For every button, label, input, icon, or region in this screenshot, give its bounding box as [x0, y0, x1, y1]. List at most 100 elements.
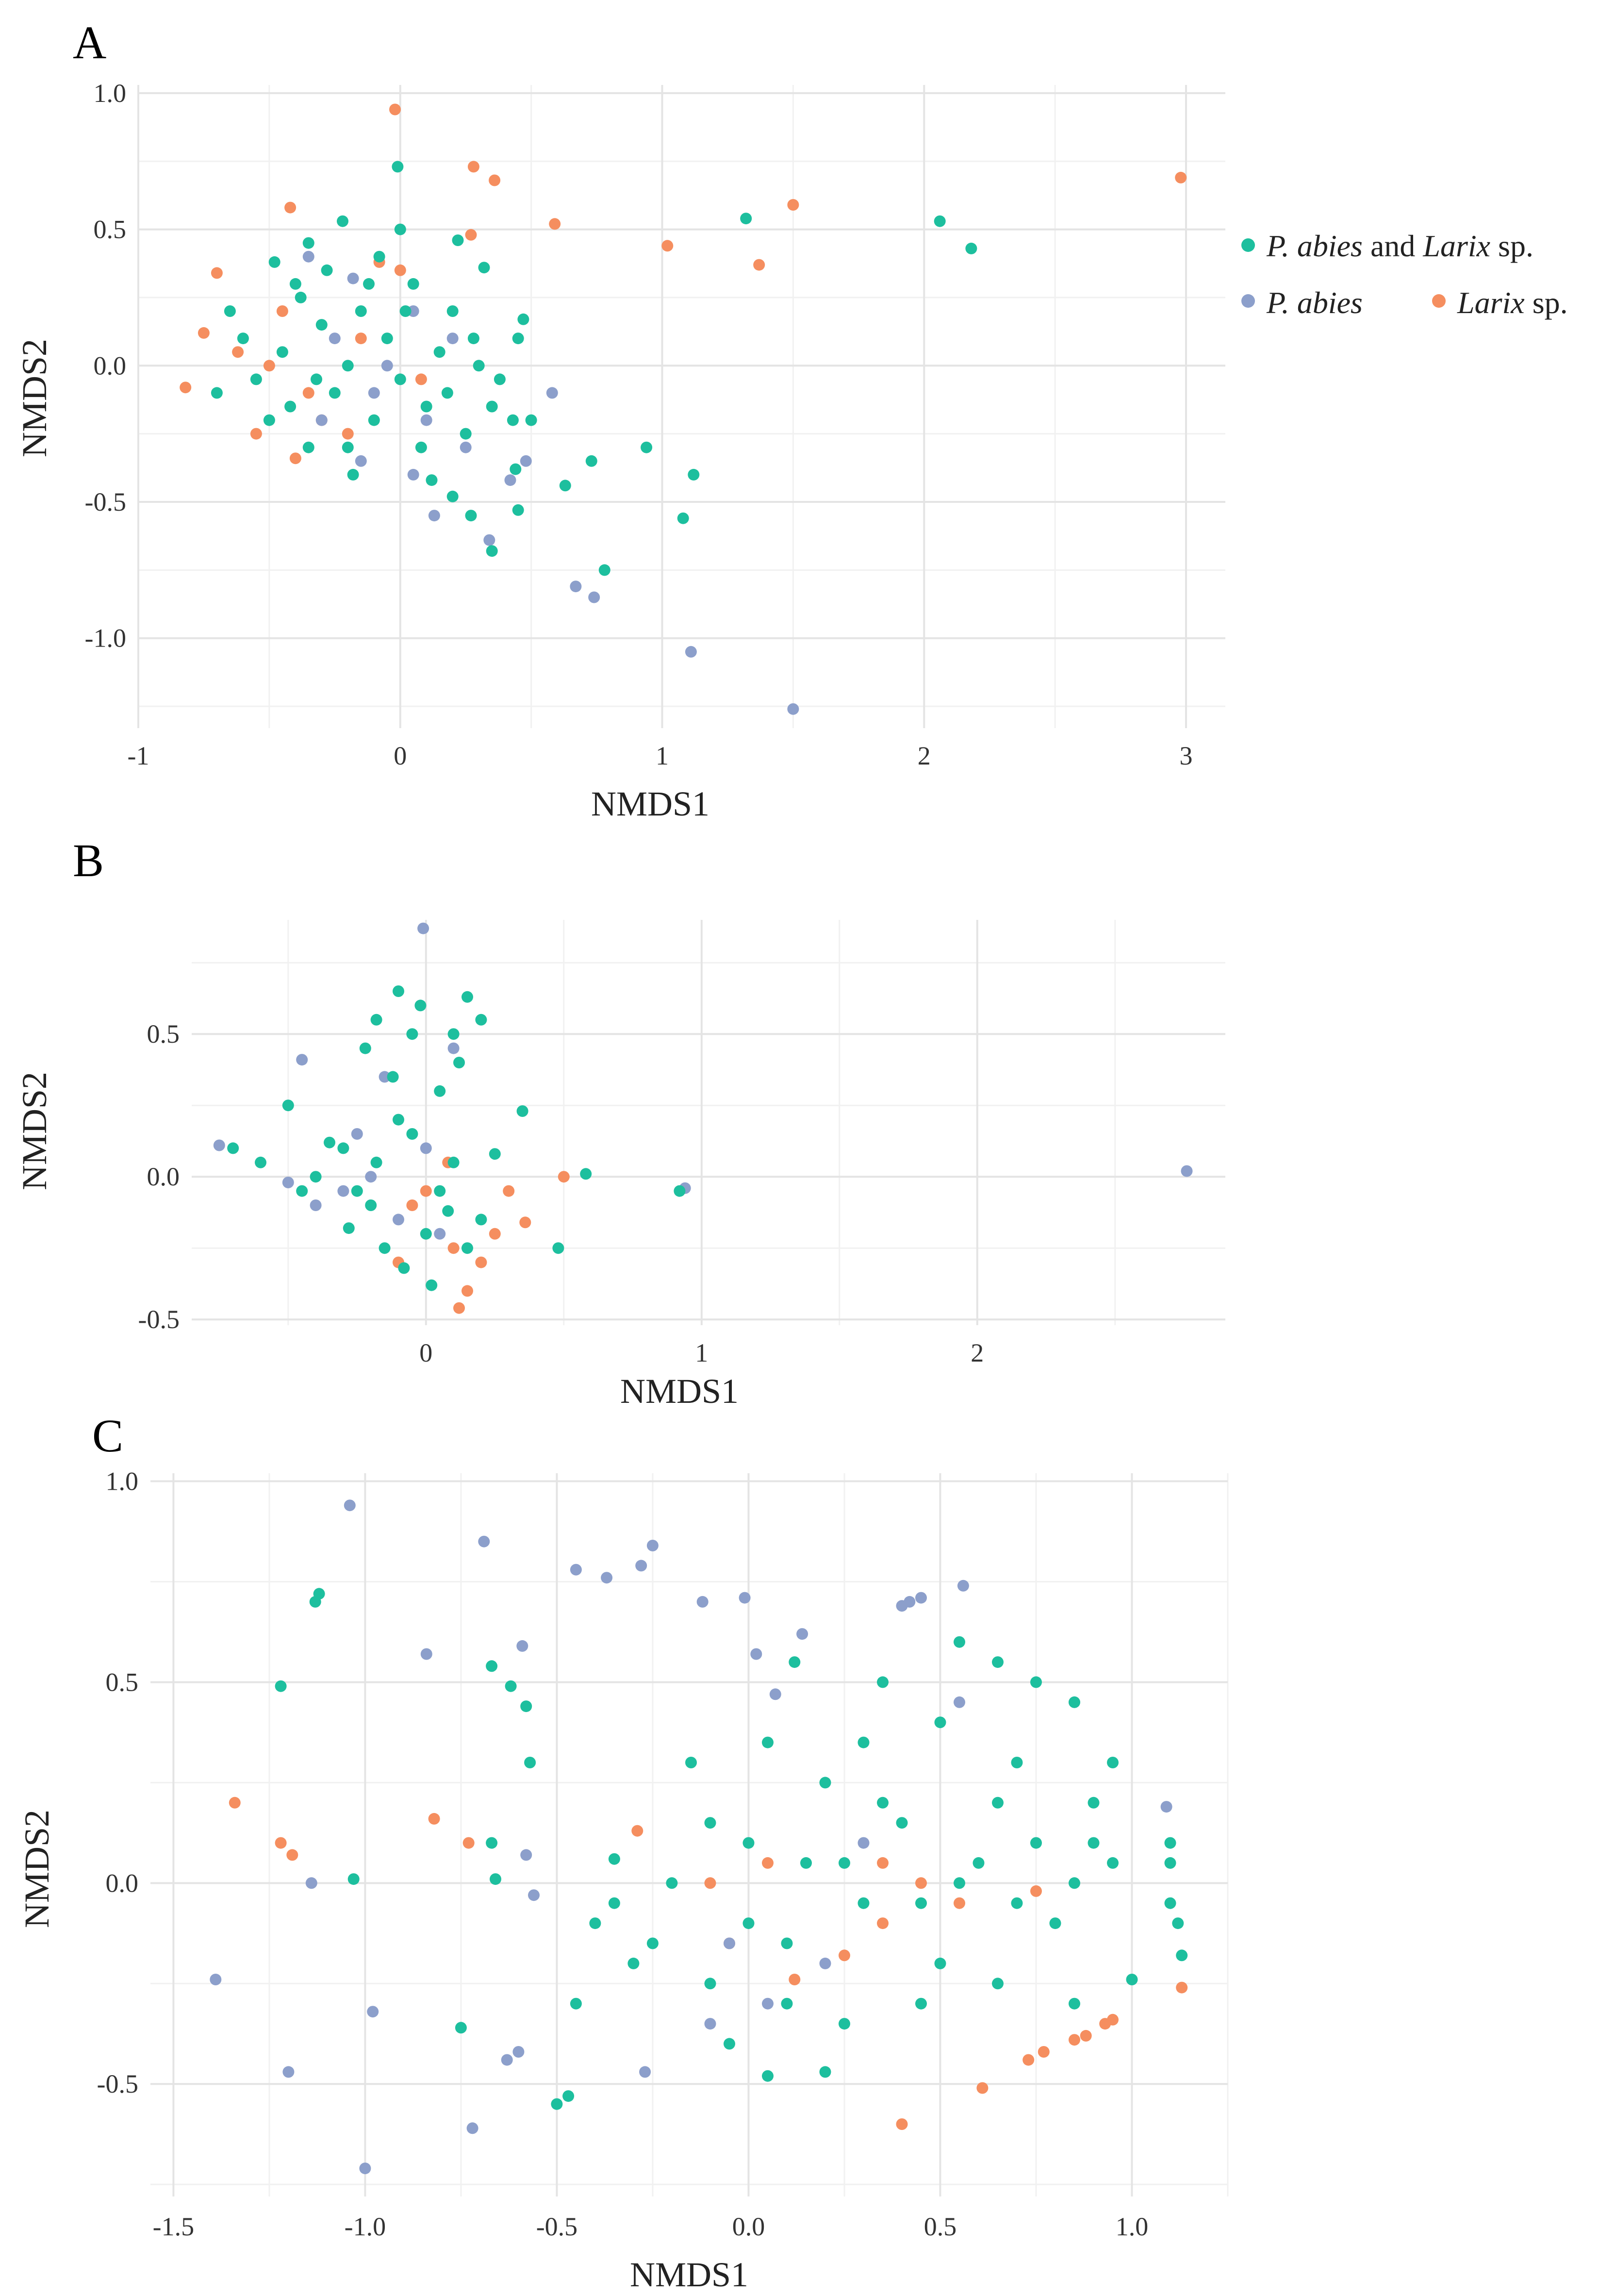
legend-both-italic-2: Larix [1422, 229, 1490, 263]
panel-b-point-larix [475, 1256, 487, 1268]
panel-b-point-both [310, 1171, 322, 1183]
panel-c-point-both [819, 2066, 831, 2078]
panel-b-point-pabies [365, 1171, 377, 1183]
panel-c-point-larix [462, 1837, 475, 1849]
panel-c-point-both [608, 1897, 620, 1909]
panel-a-point-larix [276, 305, 288, 317]
panel-a-point-both [478, 262, 490, 274]
panel-c-point-both [915, 1897, 927, 1909]
panel-c-point-both [857, 1736, 870, 1748]
panel-c-point-both [1176, 1949, 1188, 1962]
panel-c-point-both [455, 2022, 467, 2034]
panel-a-point-pabies [428, 510, 440, 522]
panel-b-point-pabies [447, 1042, 460, 1054]
panel-c-point-pabies [915, 1592, 927, 1604]
panel-c-point-both [589, 1917, 601, 1930]
panel-b-xtick-label: 1 [695, 1338, 708, 1367]
panel-a-ytick-label: -0.5 [85, 487, 126, 516]
panel-a-letter: A [73, 17, 106, 68]
panel-c-point-larix [1176, 1981, 1188, 1994]
panel-b-letter: B [73, 834, 104, 886]
panel-b-point-both [580, 1168, 592, 1180]
panel-c-point-larix [229, 1797, 241, 1809]
panel-a-point-both [211, 387, 223, 399]
panel-c-point-both [781, 1937, 793, 1949]
panel-a-point-larix [302, 387, 314, 399]
panel-c-point-pabies [601, 1572, 613, 1584]
panel-c-point-larix [1022, 2054, 1035, 2066]
panel-a-point-larix [415, 373, 427, 385]
legend-larix-italic: Larix [1457, 285, 1525, 320]
panel-c-point-both [789, 1656, 801, 1668]
panel-c-point-both [562, 2090, 575, 2102]
panel-c-point-pabies [466, 2122, 478, 2134]
panel-b-point-pabies [213, 1139, 225, 1151]
panel-b-point-both [552, 1242, 564, 1254]
panel-c-ytick-label: 0.5 [106, 1667, 139, 1697]
panel-a-point-both [311, 373, 322, 385]
panel-a-point-larix [465, 229, 477, 241]
panel-c-point-larix [275, 1837, 287, 1849]
panel-a-point-larix [342, 428, 354, 440]
panel-c-point-both [1172, 1917, 1184, 1930]
panel-b-point-pabies [296, 1054, 308, 1066]
panel-b-point-both [475, 1014, 487, 1026]
panel-c-plot: -1.5 -1.0 -0.5 0.0 0.5 1.0 -0.5 0.0 0.5 1.0 [97, 1467, 1229, 2241]
panel-a-point-pabies [329, 333, 341, 345]
panel-c-point-both [1107, 1857, 1119, 1869]
panel-a-point-both [525, 414, 537, 426]
panel-a-point-larix [232, 346, 244, 358]
panel-c-point-both [877, 1676, 889, 1688]
panel-c-point-pabies [210, 1974, 222, 1985]
panel-a-point-both [381, 333, 393, 345]
panel-b-point-both [370, 1014, 382, 1026]
legend-larix-end: sp. [1525, 285, 1568, 320]
panel-a-point-larix [284, 201, 297, 214]
panel-b-ylabel: NMDS2 [15, 1072, 54, 1190]
panel-a-point-larix [787, 199, 799, 211]
panel-c-ytick-label: 0.0 [106, 1868, 139, 1897]
panel-c-point-pabies [796, 1628, 808, 1640]
panel-a-point-pabies [420, 414, 432, 426]
panel-b-point-both [447, 1156, 460, 1168]
panel-a-point-both [415, 441, 427, 453]
panel-c-point-both [1049, 1917, 1061, 1930]
panel-c-ylabel: NMDS2 [17, 1810, 56, 1928]
panel-a: A -1 0 1 2 3 -1.0 -0.5 0.0 0.5 1.0 NMDS1 NMDS2 [15, 17, 1225, 823]
panel-a-point-pabies [347, 272, 359, 284]
panel-a-point-pabies [787, 703, 799, 715]
panel-c-point-pabies [520, 1849, 532, 1861]
panel-c-point-both [992, 1978, 1004, 1990]
panel-c-point-larix [1107, 2013, 1119, 2026]
panel-b-plot: 0 1 2 -0.5 0.0 0.5 [138, 920, 1225, 1367]
panel-a-ytick-label: -1.0 [85, 624, 126, 653]
panel-a-point-larix [289, 452, 301, 465]
panel-b-point-both [343, 1222, 355, 1234]
panel-b: B 0 1 2 -0.5 0.0 0.5 NMDS1 NMDS2 [15, 834, 1225, 1411]
panel-b-xlabel: NMDS1 [620, 1372, 739, 1411]
panel-a-point-both [368, 414, 380, 426]
panel-a-point-larix [467, 161, 479, 173]
panel-b-point-both [359, 1042, 371, 1054]
panel-c-point-pabies [1160, 1801, 1172, 1813]
panel-c-point-pabies [478, 1535, 490, 1547]
legend-swatch-pabies [1241, 294, 1255, 308]
panel-a-point-pabies [504, 474, 516, 486]
panel-b-point-both [489, 1148, 501, 1160]
panel-a-point-both [460, 428, 472, 440]
panel-b-point-pabies [351, 1128, 363, 1140]
panel-a-point-both [494, 373, 506, 385]
panel-c-point-pabies [344, 1499, 356, 1512]
panel-b-point-both [406, 1128, 418, 1140]
panel-a-xlabel: NMDS1 [591, 784, 709, 823]
panel-c-point-larix [976, 2082, 989, 2094]
panel-c-point-pabies [635, 1560, 647, 1572]
panel-a-point-both [347, 468, 359, 481]
panel-c-point-both [973, 1857, 985, 1869]
legend-swatch-both [1241, 238, 1255, 252]
panel-a-point-larix [355, 333, 367, 345]
panel-a-ytick-label: 1.0 [94, 79, 127, 108]
panel-c-point-larix [915, 1877, 927, 1889]
panel-b-point-larix [503, 1185, 515, 1197]
